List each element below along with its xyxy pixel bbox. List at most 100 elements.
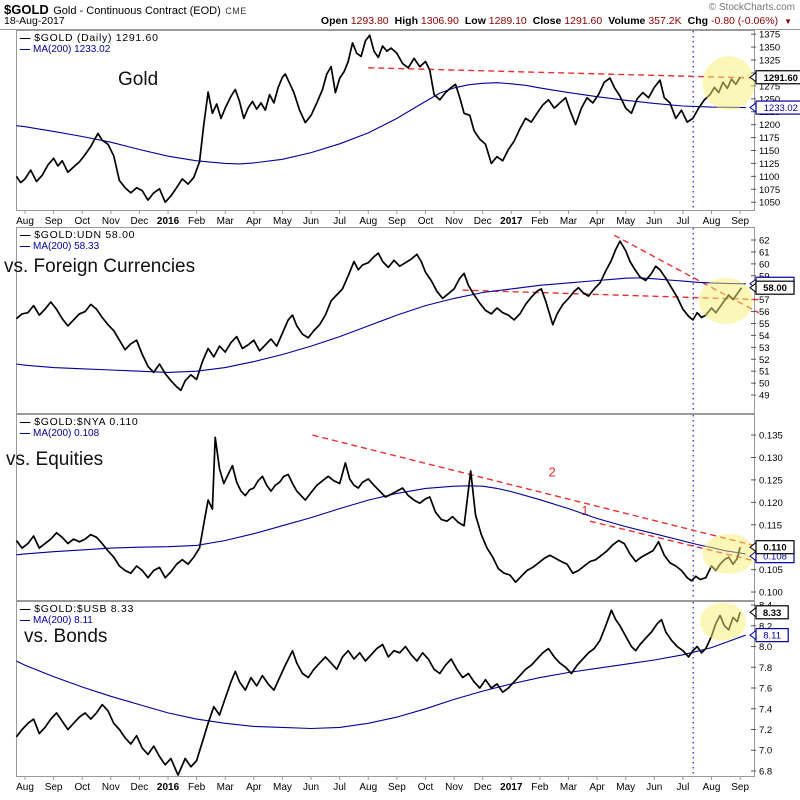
x-axis-month-label: Aug	[703, 216, 721, 227]
y-tick-label: 49	[759, 391, 770, 402]
ma-value-label-arrow	[749, 102, 757, 114]
ma-value-label-arrow	[749, 629, 757, 641]
ma-value-label-box	[755, 628, 789, 643]
x-axis-month-label: Oct	[418, 216, 434, 227]
plot-border	[16, 227, 755, 414]
close-value: 1291.60	[564, 15, 603, 27]
price-value-label-text: 1291.60	[764, 73, 798, 84]
x-axis-month-label: Sep	[45, 782, 63, 793]
price-line-swatch-icon: —	[20, 603, 32, 615]
y-tick-label: 1050	[759, 198, 780, 209]
y-tick-label: 0.100	[759, 588, 783, 599]
trendline	[368, 67, 758, 79]
y-tick-label: 8.0	[759, 642, 772, 653]
y-tick-label: 53	[759, 343, 770, 354]
y-tick-label: 0.105	[759, 565, 783, 576]
price-value-label-arrow	[749, 606, 757, 618]
y-tick-label: 1125	[759, 159, 779, 170]
open-value: 1293.80	[350, 15, 389, 27]
x-axis-month-label: Sep	[45, 216, 63, 227]
equities-panel-title: vs. Equities	[6, 449, 104, 470]
x-axis-month-label: Apr	[246, 216, 262, 227]
foreign-currencies-plot: 626160595857565554535251504958.3358.00	[15, 227, 795, 414]
ma200-line	[16, 82, 746, 165]
ma-value-label-text: 8.11	[763, 631, 781, 642]
close-label: Close	[532, 15, 562, 27]
x-axis-month-label: 2017	[500, 782, 523, 793]
y-tick-label: 55	[759, 319, 770, 330]
x-axis-month-label: Aug	[703, 782, 721, 793]
price-line	[15, 609, 741, 776]
udn-legend-ma: — MA(200) 58.33	[20, 241, 99, 252]
y-tick-label: 1375	[759, 30, 780, 41]
price-value-label-box	[755, 280, 795, 295]
x-axis-month-label: Mar	[217, 782, 235, 793]
x-axis-month-label: May	[616, 782, 635, 793]
y-tick-label: 1200	[759, 120, 780, 131]
x-axis-month-label: Feb	[531, 216, 549, 227]
x-axis-month-label: Sep	[388, 782, 406, 793]
x-axis-month-label: Jun	[303, 216, 319, 227]
y-tick-label: 51	[759, 367, 770, 378]
gold-panel-title: Gold	[118, 69, 159, 90]
highlight-ellipse	[702, 56, 755, 111]
trendline-number-label: 2	[548, 464, 555, 479]
udn-legend-price-text: $GOLD:UDN 58.00	[34, 229, 136, 241]
x-axis-month-label: Nov	[445, 782, 463, 793]
y-tick-label: 60	[759, 259, 770, 270]
ma200-line	[16, 277, 746, 373]
price-value-label-text: 8.33	[763, 608, 782, 619]
x-axis-month-label: 2017	[500, 216, 523, 227]
y-tick-label: 1325	[759, 55, 780, 66]
y-tick-label: 7.8	[759, 663, 772, 674]
ma-line-swatch-icon: —	[20, 428, 30, 439]
high-value: 1306.90	[420, 15, 459, 27]
y-tick-label: 0.125	[759, 475, 783, 486]
y-tick-label: 1250	[759, 94, 780, 105]
price-value-label-text: 0.110	[763, 543, 786, 554]
y-tick-label: 0.135	[759, 431, 783, 442]
x-axis-month-label: Jun	[646, 216, 662, 227]
x-axis-month-label: Jun	[303, 782, 319, 793]
y-tick-label: 1100	[759, 172, 779, 183]
equities-plot: 0.135 0.130 0.125 0.120 0.115 0.110 0.105 0.100…	[15, 414, 795, 601]
highlight-ellipse	[699, 602, 746, 641]
trendline-number-label: 1	[581, 503, 588, 518]
chart-header: $GOLD Gold - Continuous Contract (EOD) C…	[0, 0, 800, 30]
x-axis-month-label: 2016	[157, 782, 180, 793]
gold-legend-ma: — MA(200) 1233.02	[20, 44, 110, 55]
y-tick-label: 54	[759, 331, 770, 342]
y-tick-label: 0.130	[759, 453, 783, 464]
x-axis-month-label: Sep	[731, 782, 749, 793]
usb-legend-price: — $GOLD:$USB 8.33	[20, 604, 134, 615]
month-axis-bottom: Aug Sep Oct Nov Dec 2016 Feb Mar Apr May Jun Jul Aug…	[0, 777, 800, 793]
usb-legend-ma-text: MA(200) 8.11	[33, 615, 93, 626]
x-axis-month-label: Jul	[677, 782, 690, 793]
x-axis-month-label: Sep	[731, 216, 749, 227]
x-axis-month-label: Oct	[74, 782, 90, 793]
chart-date: 18-Aug-2017	[4, 15, 65, 27]
x-axis-month-label: Dec	[474, 216, 492, 227]
x-axis-month-label: Apr	[589, 216, 605, 227]
highlight-ellipse	[702, 533, 755, 574]
price-line-swatch-icon: —	[20, 229, 32, 241]
y-tick-label: 7.4	[759, 704, 772, 715]
y-tick-label: 61	[759, 247, 770, 258]
price-value-label-box	[755, 70, 800, 85]
x-axis-month-label: Feb	[531, 782, 549, 793]
gold-legend-price-text: $GOLD (Daily) 1291.60	[34, 32, 159, 44]
ma-line-swatch-icon: —	[20, 44, 30, 55]
chg-label: Chg	[687, 15, 709, 27]
trendline	[613, 234, 760, 314]
symbol-label: $GOLD	[4, 2, 49, 17]
udn-legend-price: — $GOLD:UDN 58.00	[20, 230, 135, 241]
x-axis-month-label: Dec	[131, 216, 149, 227]
x-axis-month-label: Sep	[388, 216, 406, 227]
open-label: Open	[320, 15, 348, 27]
x-axis-month-label: May	[273, 782, 292, 793]
y-tick-label: 1275	[759, 81, 780, 92]
highlight-ellipse	[698, 277, 753, 324]
panel-foreign-currencies: 626160595857565554535251504958.3358.00 —…	[0, 227, 800, 414]
plot-border	[16, 30, 755, 211]
ma-value-label-text: 0.108	[763, 552, 787, 563]
